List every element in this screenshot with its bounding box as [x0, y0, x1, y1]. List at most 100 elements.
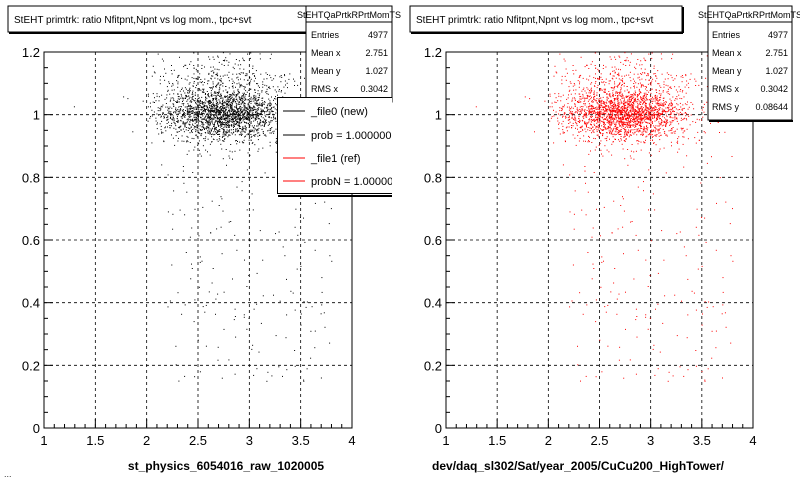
data-point: [163, 117, 165, 119]
data-point: [579, 292, 581, 294]
data-point: [246, 286, 248, 287]
data-point: [600, 107, 602, 109]
data-point: [265, 119, 267, 121]
data-point: [626, 110, 628, 112]
data-point: [252, 113, 253, 115]
data-point: [704, 301, 706, 303]
data-point: [234, 111, 236, 113]
data-point: [219, 96, 221, 98]
data-point: [225, 149, 227, 150]
data-point: [232, 115, 234, 117]
data-point: [253, 95, 255, 97]
data-point: [549, 93, 551, 95]
data-point: [202, 103, 204, 105]
data-point: [232, 92, 233, 94]
data-point: [241, 133, 242, 135]
data-point: [601, 371, 603, 373]
data-point: [208, 118, 210, 120]
data-point: [627, 125, 629, 127]
data-point: [187, 103, 189, 105]
data-point: [661, 120, 663, 121]
data-point: [255, 118, 257, 120]
data-point: [235, 116, 237, 118]
data-point: [219, 100, 221, 102]
left-title: StEHT primtrk: ratio Nfitpnt,Npnt vs log…: [14, 15, 252, 26]
data-point: [656, 77, 658, 79]
data-point: [234, 373, 236, 375]
data-point: [654, 209, 656, 211]
data-point: [208, 80, 210, 82]
data-point: [607, 120, 609, 122]
data-point: [272, 131, 274, 133]
data-point: [210, 77, 212, 79]
data-point: [242, 57, 244, 59]
data-point: [257, 108, 259, 110]
data-point: [167, 118, 169, 120]
data-point: [584, 97, 586, 99]
legend-entry: _file1 (ref): [310, 153, 361, 165]
data-point: [164, 79, 166, 81]
data-point: [226, 114, 228, 116]
data-point: [165, 106, 167, 108]
data-point: [647, 116, 649, 118]
data-point: [644, 94, 646, 96]
data-point: [670, 122, 672, 124]
data-point: [603, 107, 605, 109]
data-point: [197, 104, 199, 106]
data-point: [625, 119, 627, 121]
data-point: [654, 131, 656, 133]
data-point: [627, 132, 629, 134]
data-point: [609, 127, 611, 128]
data-point: [593, 93, 595, 95]
data-point: [643, 100, 645, 102]
data-point: [635, 113, 637, 115]
data-point: [178, 110, 180, 112]
data-point: [240, 115, 242, 117]
data-point: [292, 292, 294, 294]
data-point: [640, 96, 641, 98]
data-point: [722, 291, 724, 293]
data-point: [598, 100, 600, 101]
data-point: [185, 96, 187, 98]
data-point: [190, 278, 192, 280]
data-point: [278, 366, 280, 368]
data-point: [194, 108, 196, 110]
data-point: [190, 110, 192, 112]
data-point: [624, 52, 626, 54]
data-point: [259, 86, 260, 88]
data-point: [671, 128, 672, 130]
data-point: [212, 127, 213, 129]
data-point: [636, 123, 638, 125]
data-point: [706, 162, 708, 164]
data-point: [226, 91, 228, 93]
data-point: [632, 118, 634, 120]
data-point: [211, 128, 213, 130]
data-point: [249, 134, 250, 136]
data-point: [167, 174, 169, 176]
data-point: [254, 92, 256, 93]
data-point: [303, 379, 305, 381]
data-point: [603, 101, 605, 103]
data-point: [703, 131, 705, 133]
data-point: [220, 81, 222, 83]
data-point: [183, 115, 185, 117]
data-point: [186, 141, 187, 143]
data-point: [250, 88, 251, 90]
data-point: [628, 116, 630, 118]
data-point: [646, 118, 647, 120]
data-point: [629, 125, 631, 127]
data-point: [275, 91, 277, 93]
data-point: [269, 100, 271, 102]
data-point: [203, 124, 205, 126]
data-point: [236, 108, 238, 110]
data-point: [248, 275, 250, 276]
data-point: [659, 139, 661, 141]
data-point: [264, 120, 266, 122]
data-point: [577, 80, 579, 82]
data-point: [579, 113, 581, 115]
data-point: [178, 131, 180, 132]
data-point: [711, 330, 713, 332]
data-point: [212, 83, 214, 85]
data-point: [609, 121, 611, 123]
data-point: [659, 85, 661, 87]
